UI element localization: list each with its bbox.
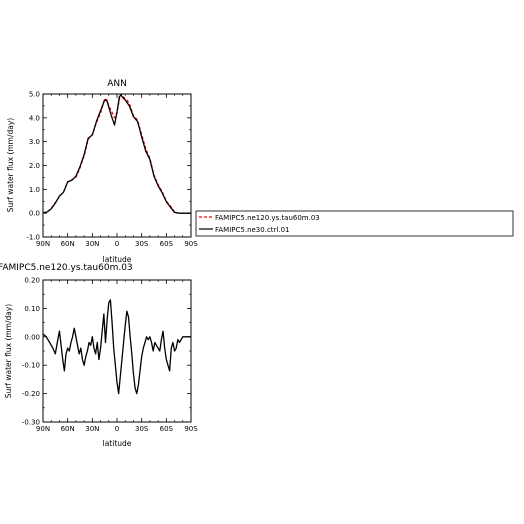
top-y-axis-label: Surf water flux (mm/day) bbox=[6, 118, 15, 213]
legend-box bbox=[195, 210, 514, 237]
bottom-plot-frame bbox=[42, 279, 192, 423]
bottom-x-tick-label: 60S bbox=[160, 425, 174, 433]
bottom-chart-title: FAMIPC5.ne120.ys.tau60m.03 bbox=[0, 263, 133, 273]
top-y-tick-label: 2.0 bbox=[29, 162, 40, 170]
bottom-y-tick-label: 0.10 bbox=[24, 305, 40, 313]
bottom-y-tick-label: 0.20 bbox=[24, 277, 40, 285]
bottom-y-tick-label: -0.20 bbox=[22, 390, 40, 398]
top-series-line-1 bbox=[42, 94, 191, 214]
top-y-tick-label: 0.0 bbox=[29, 210, 40, 218]
bottom-x-tick-label: 30N bbox=[85, 425, 99, 433]
top-y-tick-label: 3.0 bbox=[29, 138, 40, 146]
bottom-y-tick-label: 0.00 bbox=[24, 333, 40, 341]
top-panel: ANN Surf water flux (mm/day) latitude 90… bbox=[6, 79, 198, 264]
bottom-y-tick-label: -0.10 bbox=[22, 362, 40, 370]
top-plot-frame bbox=[42, 93, 192, 238]
bottom-x-tick-label: 90S bbox=[184, 425, 198, 433]
top-chart-title: ANN bbox=[107, 79, 127, 89]
bottom-series-line-0 bbox=[42, 299, 191, 395]
top-y-tick-label: -1.0 bbox=[26, 234, 40, 242]
top-y-tick-label: 5.0 bbox=[29, 91, 40, 99]
top-y-tick-label: 4.0 bbox=[29, 114, 40, 122]
bottom-x-tick-label: 30S bbox=[135, 425, 149, 433]
top-x-axis-label: latitude bbox=[103, 255, 132, 264]
bottom-x-tick-label: 90N bbox=[36, 425, 50, 433]
top-x-tick-label: 0 bbox=[115, 240, 119, 248]
bottom-y-axis-label: Surf water flux (mm/day) bbox=[4, 304, 13, 399]
top-x-tick-label: 90N bbox=[36, 240, 50, 248]
legend: FAMIPC5.ne120.ys.tau60m.03 FAMIPC5.ne30.… bbox=[195, 210, 514, 237]
bottom-x-tick-label: 60N bbox=[61, 425, 75, 433]
bottom-y-tick-label: -0.30 bbox=[22, 419, 40, 427]
bottom-x-axis-label: latitude bbox=[103, 439, 132, 448]
bottom-x-tick-label: 0 bbox=[115, 425, 119, 433]
top-x-tick-label: 30S bbox=[135, 240, 149, 248]
top-x-tick-label: 30N bbox=[85, 240, 99, 248]
top-x-tick-label: 90S bbox=[184, 240, 198, 248]
top-x-tick-label: 60S bbox=[160, 240, 174, 248]
bottom-panel: FAMIPC5.ne120.ys.tau60m.03 Surf water fl… bbox=[0, 263, 198, 448]
top-y-tick-label: 1.0 bbox=[29, 186, 40, 194]
legend-label-ne30: FAMIPC5.ne30.ctrl.01 bbox=[215, 226, 290, 234]
top-x-tick-label: 60N bbox=[61, 240, 75, 248]
legend-label-ne120: FAMIPC5.ne120.ys.tau60m.03 bbox=[215, 214, 320, 222]
